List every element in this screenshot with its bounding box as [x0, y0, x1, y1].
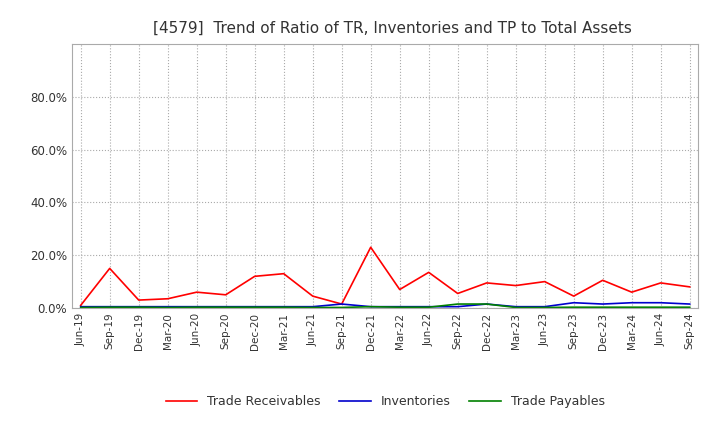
- Trade Receivables: [221, 292, 230, 297]
- Trade Receivables: [279, 271, 288, 276]
- Trade Receivables: [308, 293, 317, 299]
- Trade Receivables: [395, 287, 404, 292]
- Inventories: [511, 304, 520, 309]
- Trade Payables: [482, 301, 491, 307]
- Trade Receivables: [105, 266, 114, 271]
- Inventories: [424, 304, 433, 309]
- Inventories: [192, 304, 201, 309]
- Trade Receivables: [76, 303, 85, 308]
- Trade Receivables: [685, 284, 694, 290]
- Trade Payables: [541, 305, 549, 310]
- Trade Receivables: [511, 283, 520, 288]
- Text: [4579]  Trend of Ratio of TR, Inventories and TP to Total Assets: [4579] Trend of Ratio of TR, Inventories…: [153, 21, 632, 36]
- Trade Receivables: [570, 293, 578, 299]
- Trade Payables: [163, 305, 172, 310]
- Trade Payables: [251, 304, 259, 310]
- Line: Trade Payables: Trade Payables: [81, 304, 690, 308]
- Trade Payables: [192, 304, 201, 310]
- Trade Payables: [366, 304, 375, 309]
- Line: Trade Receivables: Trade Receivables: [81, 247, 690, 305]
- Trade Receivables: [541, 279, 549, 284]
- Inventories: [482, 301, 491, 307]
- Trade Payables: [511, 305, 520, 310]
- Trade Receivables: [627, 290, 636, 295]
- Inventories: [251, 304, 259, 309]
- Trade Receivables: [251, 274, 259, 279]
- Trade Payables: [598, 304, 607, 310]
- Trade Payables: [76, 305, 85, 310]
- Trade Receivables: [366, 245, 375, 250]
- Trade Receivables: [482, 280, 491, 286]
- Inventories: [657, 300, 665, 305]
- Inventories: [135, 304, 143, 309]
- Inventories: [76, 304, 85, 309]
- Trade Receivables: [135, 297, 143, 303]
- Trade Receivables: [657, 280, 665, 286]
- Trade Receivables: [163, 296, 172, 301]
- Trade Payables: [627, 304, 636, 310]
- Legend: Trade Receivables, Inventories, Trade Payables: Trade Receivables, Inventories, Trade Pa…: [161, 390, 610, 413]
- Trade Payables: [279, 304, 288, 310]
- Trade Payables: [221, 304, 230, 310]
- Inventories: [163, 304, 172, 309]
- Trade Receivables: [424, 270, 433, 275]
- Inventories: [541, 304, 549, 309]
- Trade Receivables: [192, 290, 201, 295]
- Trade Payables: [657, 304, 665, 310]
- Inventories: [308, 304, 317, 309]
- Trade Payables: [338, 305, 346, 310]
- Inventories: [221, 304, 230, 309]
- Trade Payables: [685, 304, 694, 310]
- Inventories: [454, 304, 462, 309]
- Trade Payables: [454, 301, 462, 307]
- Trade Payables: [135, 304, 143, 310]
- Inventories: [105, 304, 114, 309]
- Trade Receivables: [454, 291, 462, 296]
- Inventories: [395, 304, 404, 309]
- Inventories: [627, 300, 636, 305]
- Trade Payables: [308, 305, 317, 310]
- Inventories: [366, 304, 375, 309]
- Trade Payables: [424, 304, 433, 310]
- Trade Receivables: [598, 278, 607, 283]
- Trade Payables: [395, 304, 404, 310]
- Inventories: [570, 300, 578, 305]
- Line: Inventories: Inventories: [81, 303, 690, 307]
- Inventories: [685, 301, 694, 307]
- Inventories: [598, 301, 607, 307]
- Inventories: [279, 304, 288, 309]
- Trade Payables: [105, 304, 114, 310]
- Inventories: [338, 301, 346, 307]
- Trade Payables: [570, 304, 578, 310]
- Trade Receivables: [338, 301, 346, 307]
